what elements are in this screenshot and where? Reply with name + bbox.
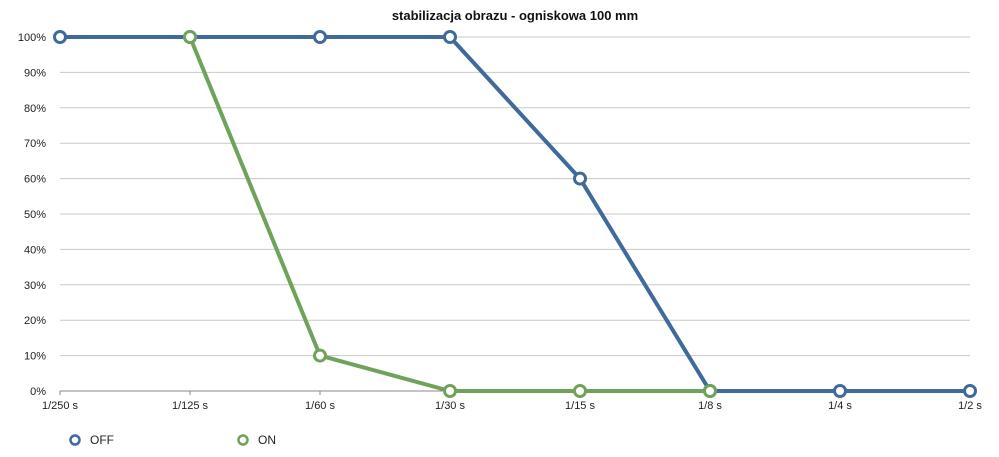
gridlines (60, 36, 970, 392)
data-point (183, 30, 197, 44)
chart-title: stabilizacja obrazu - ogniskowa 100 mm (392, 8, 638, 23)
y-tick-label: 0% (30, 386, 46, 398)
x-tick-label: 1/125 s (172, 400, 209, 412)
x-tick-label: 1/4 s (828, 400, 852, 412)
x-tick-label: 1/250 s (42, 400, 79, 412)
series-lines (53, 30, 977, 398)
y-axis-ticks: 0% 10% 20% 30% 40% 50% 60% 70% 80% 90% 100% (18, 32, 46, 398)
data-point (313, 348, 327, 363)
x-tick-label: 1/15 s (565, 400, 595, 412)
y-tick-label: 20% (24, 315, 46, 327)
data-point (573, 384, 587, 398)
y-tick-label: 10% (24, 351, 46, 363)
data-point (53, 30, 67, 44)
x-tick-label: 1/60 s (305, 400, 335, 412)
legend-marker-icon (69, 434, 81, 446)
y-tick-label: 90% (24, 67, 46, 79)
y-tick-label: 30% (24, 280, 46, 292)
legend-item-on: ON (237, 433, 276, 447)
legend-label: ON (258, 433, 276, 447)
legend-item-off: OFF (69, 433, 114, 447)
data-point (573, 171, 587, 186)
y-tick-label: 40% (24, 244, 46, 256)
data-point (833, 384, 847, 398)
x-tick-label: 1/2 s (958, 400, 982, 412)
y-tick-label: 80% (24, 103, 46, 115)
x-tick-label: 1/30 s (435, 400, 465, 412)
legend-label: OFF (90, 433, 114, 447)
x-tick-label: 1/8 s (698, 400, 722, 412)
legend: OFF ON (69, 433, 276, 447)
data-point (313, 30, 327, 44)
y-tick-label: 70% (24, 138, 46, 150)
y-tick-label: 100% (18, 32, 46, 44)
legend-marker-icon (237, 434, 249, 446)
x-axis-ticks: 1/250 s 1/125 s 1/60 s 1/30 s 1/15 s 1/8 s 1/4… (42, 391, 982, 412)
data-point (703, 384, 717, 398)
series-line (58, 35, 972, 393)
data-point (443, 30, 457, 44)
data-point (443, 384, 457, 398)
data-point (963, 384, 977, 398)
y-tick-label: 50% (24, 209, 46, 221)
series-on (183, 30, 717, 398)
y-tick-label: 60% (24, 174, 46, 186)
